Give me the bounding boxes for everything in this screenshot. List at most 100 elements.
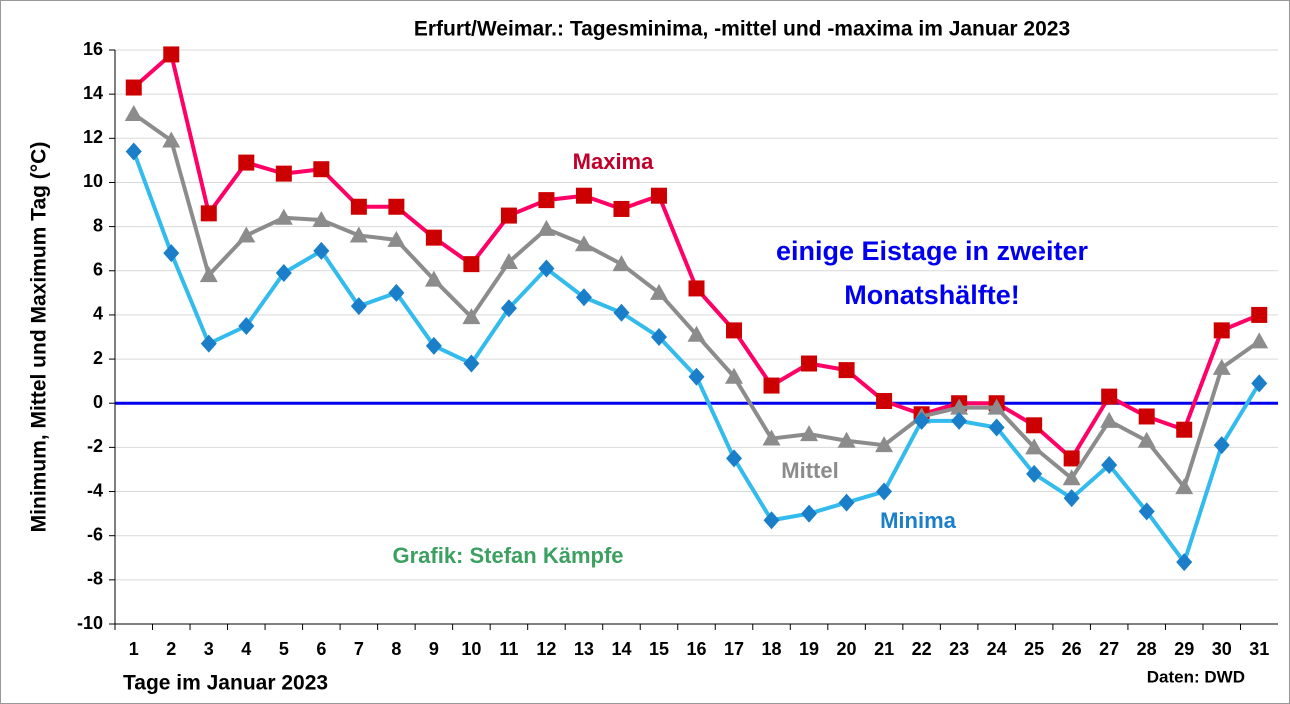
x-tick-label: 3 xyxy=(204,639,214,659)
marker xyxy=(763,377,780,394)
annotation: Monatshälfte! xyxy=(844,280,1020,310)
y-tick-label: 8 xyxy=(93,215,103,235)
y-tick-label: 14 xyxy=(83,83,103,103)
x-tick-label: 12 xyxy=(536,639,556,659)
marker xyxy=(875,436,894,453)
marker xyxy=(1101,456,1118,475)
marker xyxy=(612,255,631,272)
marker xyxy=(1213,436,1230,455)
y-tick-label: -2 xyxy=(87,436,103,456)
y-tick-label: 12 xyxy=(83,127,103,147)
marker xyxy=(163,46,180,63)
y-tick-label: 4 xyxy=(93,304,103,324)
y-tick-label: 16 xyxy=(83,39,103,59)
marker xyxy=(200,334,217,353)
marker xyxy=(613,303,630,322)
marker xyxy=(688,280,705,297)
x-tick-label: 26 xyxy=(1062,639,1082,659)
marker xyxy=(649,283,668,300)
marker xyxy=(125,79,142,96)
x-tick-label: 1 xyxy=(129,639,139,659)
marker xyxy=(950,398,969,415)
marker xyxy=(876,393,893,410)
marker xyxy=(388,283,405,302)
marker xyxy=(1213,322,1230,339)
marker xyxy=(726,322,743,339)
marker xyxy=(537,219,556,236)
x-tick-label: 29 xyxy=(1174,639,1194,659)
y-tick-label: -8 xyxy=(87,569,103,589)
y-tick-label: 0 xyxy=(93,392,103,412)
marker xyxy=(801,504,818,523)
marker xyxy=(1212,358,1231,375)
y-tick-label: 2 xyxy=(93,348,103,368)
marker xyxy=(688,367,705,386)
y-axis-label: Minimum, Mittel und Maximum Tag (°C) xyxy=(28,142,51,533)
x-tick-label: 23 xyxy=(949,639,969,659)
x-tick-label: 14 xyxy=(611,639,631,659)
x-tick-label: 25 xyxy=(1024,639,1044,659)
marker xyxy=(124,105,143,122)
x-tick-label: 10 xyxy=(461,639,481,659)
marker xyxy=(800,425,819,442)
x-tick-label: 17 xyxy=(724,639,744,659)
marker xyxy=(1063,450,1080,467)
marker xyxy=(1063,489,1080,508)
marker xyxy=(687,325,706,342)
chart-title: Erfurt/Weimar.: Tagesminima, -mittel und… xyxy=(414,18,1070,41)
x-tick-label: 30 xyxy=(1212,639,1232,659)
annotation: einige Eistage in zweiter xyxy=(776,236,1089,266)
marker xyxy=(1062,469,1081,486)
marker xyxy=(274,208,293,225)
x-tick-label: 24 xyxy=(987,639,1007,659)
x-tick-label: 18 xyxy=(762,639,782,659)
x-tick-label: 22 xyxy=(912,639,932,659)
x-tick-label: 21 xyxy=(874,639,894,659)
marker xyxy=(463,354,480,373)
marker xyxy=(1175,478,1194,495)
x-tick-label: 11 xyxy=(499,639,518,659)
y-tick-label: -4 xyxy=(87,480,103,500)
y-tick-label: 10 xyxy=(83,171,103,191)
marker xyxy=(163,244,180,263)
marker xyxy=(500,299,517,318)
series-label: Minima xyxy=(880,508,957,533)
marker xyxy=(125,142,142,161)
marker xyxy=(575,187,592,204)
marker xyxy=(1100,411,1119,428)
y-tick-label: -6 xyxy=(87,524,103,544)
marker xyxy=(1176,421,1193,438)
series-label: Mittel xyxy=(781,458,838,483)
marker xyxy=(1138,408,1155,425)
marker xyxy=(388,198,405,215)
marker xyxy=(425,336,442,355)
marker xyxy=(726,449,743,468)
x-tick-label: 8 xyxy=(391,639,401,659)
marker xyxy=(837,431,856,448)
marker xyxy=(1026,417,1043,434)
marker xyxy=(801,355,818,372)
marker xyxy=(876,482,893,501)
y-tick-label: 6 xyxy=(93,260,103,280)
marker xyxy=(237,226,256,243)
x-tick-label: 15 xyxy=(649,639,669,659)
x-tick-label: 2 xyxy=(166,639,176,659)
marker xyxy=(387,230,406,247)
marker xyxy=(313,161,330,178)
marker xyxy=(425,229,442,246)
marker xyxy=(574,235,593,252)
marker xyxy=(238,154,255,171)
x-tick-label: 28 xyxy=(1137,639,1157,659)
marker xyxy=(1138,502,1155,521)
marker xyxy=(463,256,480,273)
marker xyxy=(200,205,217,222)
x-axis-label: Tage im Januar 2023 xyxy=(123,672,328,695)
marker xyxy=(575,288,592,307)
series-label: Maxima xyxy=(573,149,654,174)
marker xyxy=(1251,306,1268,323)
x-tick-label: 16 xyxy=(686,639,706,659)
marker xyxy=(199,266,218,283)
annotation: Daten: DWD xyxy=(1147,667,1245,686)
marker xyxy=(538,259,555,278)
